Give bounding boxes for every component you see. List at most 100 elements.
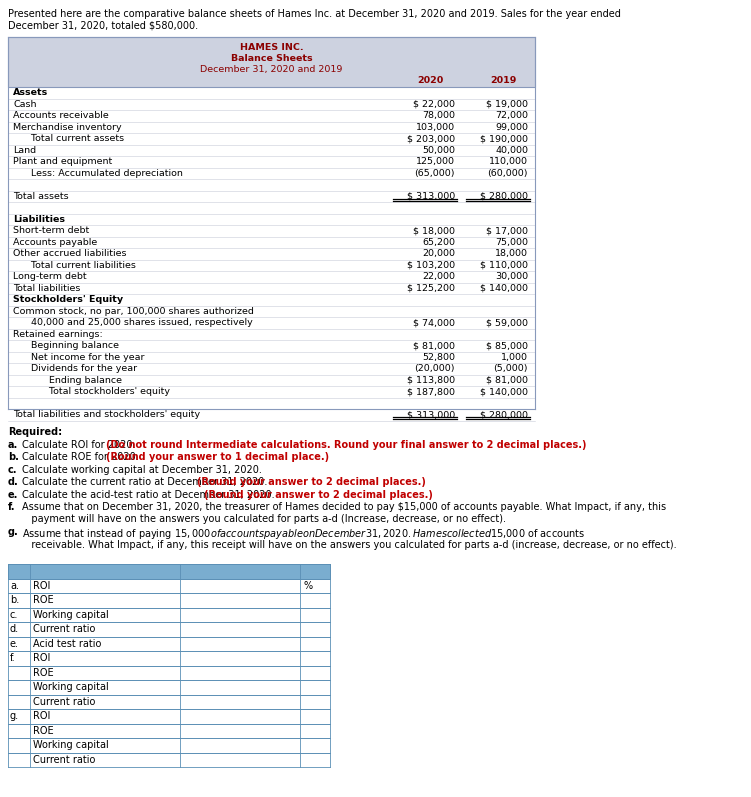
Text: Land: Land bbox=[13, 146, 36, 155]
Text: receivable. What Impact, if any, this receipt will have on the answers you calcu: receivable. What Impact, if any, this re… bbox=[22, 540, 677, 549]
Text: (65,000): (65,000) bbox=[415, 169, 455, 178]
Bar bbox=[8, 99, 535, 110]
Bar bbox=[8, 564, 330, 579]
Text: Current ratio: Current ratio bbox=[33, 755, 95, 765]
Text: Working capital: Working capital bbox=[33, 740, 109, 750]
Text: 40,000 and 25,000 shares issued, respectively: 40,000 and 25,000 shares issued, respect… bbox=[25, 318, 253, 328]
Text: b.: b. bbox=[10, 595, 20, 605]
Bar bbox=[8, 282, 535, 294]
Text: 65,200: 65,200 bbox=[422, 238, 455, 247]
Bar bbox=[8, 133, 535, 144]
Bar bbox=[8, 294, 535, 305]
Text: ROI: ROI bbox=[33, 654, 50, 663]
Bar bbox=[8, 694, 330, 709]
Text: Working capital: Working capital bbox=[33, 610, 109, 620]
Text: $ 19,000: $ 19,000 bbox=[486, 100, 528, 108]
Bar bbox=[8, 225, 535, 237]
Text: 20,000: 20,000 bbox=[422, 249, 455, 258]
Text: $ 22,000: $ 22,000 bbox=[413, 100, 455, 108]
Text: December 31, 2020, totaled $580,000.: December 31, 2020, totaled $580,000. bbox=[8, 20, 198, 30]
Text: 125,000: 125,000 bbox=[416, 157, 455, 167]
Text: $ 59,000: $ 59,000 bbox=[486, 318, 528, 328]
Text: 72,000: 72,000 bbox=[495, 112, 528, 120]
Text: $ 313,000: $ 313,000 bbox=[407, 192, 455, 201]
Text: Retained earnings:: Retained earnings: bbox=[13, 330, 103, 339]
Text: d.: d. bbox=[8, 477, 19, 487]
Bar bbox=[8, 398, 535, 409]
Bar bbox=[8, 237, 535, 248]
Text: payment will have on the answers you calculated for parts a-d (Increase, decreas: payment will have on the answers you cal… bbox=[22, 515, 506, 524]
Text: ROI: ROI bbox=[33, 711, 50, 721]
Text: 110,000: 110,000 bbox=[489, 157, 528, 167]
Text: ROE: ROE bbox=[33, 726, 53, 736]
Text: e.: e. bbox=[10, 638, 19, 649]
Text: ROE: ROE bbox=[33, 595, 53, 605]
Text: 2019: 2019 bbox=[490, 76, 516, 85]
Text: c.: c. bbox=[10, 610, 18, 620]
Text: $ 113,800: $ 113,800 bbox=[407, 375, 455, 385]
Text: Cash: Cash bbox=[13, 100, 37, 108]
Bar bbox=[8, 680, 330, 694]
Text: a.: a. bbox=[10, 581, 19, 591]
Text: Current ratio: Current ratio bbox=[33, 624, 95, 634]
Text: Plant and equipment: Plant and equipment bbox=[13, 157, 112, 167]
Text: d.: d. bbox=[10, 624, 19, 634]
Text: Acid test ratio: Acid test ratio bbox=[33, 638, 101, 649]
Bar bbox=[8, 665, 330, 680]
Bar bbox=[8, 121, 535, 133]
Text: 30,000: 30,000 bbox=[495, 273, 528, 281]
Bar bbox=[8, 579, 330, 593]
Bar bbox=[8, 271, 535, 282]
Text: Balance Sheets: Balance Sheets bbox=[231, 54, 312, 63]
Text: 103,000: 103,000 bbox=[416, 123, 455, 132]
Text: Calculate the acid-test ratio at December 31, 2020.: Calculate the acid-test ratio at Decembe… bbox=[22, 489, 278, 500]
Text: Assets: Assets bbox=[13, 88, 48, 97]
Text: Total liabilities and stockholders' equity: Total liabilities and stockholders' equi… bbox=[13, 410, 200, 419]
Bar bbox=[8, 340, 535, 351]
Text: Less: Accumulated depreciation: Less: Accumulated depreciation bbox=[25, 169, 183, 178]
Text: (5,000): (5,000) bbox=[493, 364, 528, 373]
Bar bbox=[8, 260, 535, 271]
Bar bbox=[8, 363, 535, 375]
Text: $ 280,000: $ 280,000 bbox=[480, 410, 528, 419]
Text: a.: a. bbox=[8, 439, 18, 450]
Text: 1,000: 1,000 bbox=[501, 353, 528, 362]
Bar bbox=[8, 622, 330, 637]
Text: Total stockholders' equity: Total stockholders' equity bbox=[37, 387, 170, 396]
Bar bbox=[8, 607, 330, 622]
Text: 2020: 2020 bbox=[417, 76, 443, 85]
Bar bbox=[8, 409, 535, 421]
Text: $ 110,000: $ 110,000 bbox=[480, 261, 528, 269]
Text: Net income for the year: Net income for the year bbox=[25, 353, 144, 362]
Bar bbox=[8, 637, 330, 651]
Text: 22,000: 22,000 bbox=[422, 273, 455, 281]
Text: Current ratio: Current ratio bbox=[33, 697, 95, 707]
Text: Dividends for the year: Dividends for the year bbox=[25, 364, 137, 373]
Bar bbox=[8, 305, 535, 317]
Text: Working capital: Working capital bbox=[33, 682, 109, 693]
Bar bbox=[8, 375, 535, 386]
Bar bbox=[8, 214, 535, 225]
Text: f.: f. bbox=[10, 654, 16, 663]
Text: Merchandise inventory: Merchandise inventory bbox=[13, 123, 122, 132]
Text: c.: c. bbox=[8, 465, 17, 474]
Text: Common stock, no par, 100,000 shares authorized: Common stock, no par, 100,000 shares aut… bbox=[13, 307, 254, 316]
Text: $ 17,000: $ 17,000 bbox=[486, 226, 528, 235]
Text: 40,000: 40,000 bbox=[495, 146, 528, 155]
Text: f.: f. bbox=[8, 502, 16, 512]
Text: $ 280,000: $ 280,000 bbox=[480, 192, 528, 201]
Bar bbox=[8, 110, 535, 121]
Text: (Round your answer to 2 decimal places.): (Round your answer to 2 decimal places.) bbox=[204, 489, 433, 500]
Text: b.: b. bbox=[8, 452, 19, 462]
Bar bbox=[8, 752, 330, 767]
Bar bbox=[8, 179, 535, 190]
Text: $ 103,200: $ 103,200 bbox=[407, 261, 455, 269]
Text: (Do not round Intermediate calculations. Round your final answer to 2 decimal pl: (Do not round Intermediate calculations.… bbox=[106, 439, 587, 450]
Text: Stockholders' Equity: Stockholders' Equity bbox=[13, 295, 123, 304]
Text: Calculate working capital at December 31, 2020.: Calculate working capital at December 31… bbox=[22, 465, 262, 474]
Bar bbox=[8, 724, 330, 738]
Text: Beginning balance: Beginning balance bbox=[25, 341, 119, 350]
Bar bbox=[8, 593, 330, 607]
Text: e.: e. bbox=[8, 489, 18, 500]
Text: Assume that instead of paying $15,000 of accounts payable on December 31, 2020. : Assume that instead of paying $15,000 of… bbox=[22, 527, 586, 541]
